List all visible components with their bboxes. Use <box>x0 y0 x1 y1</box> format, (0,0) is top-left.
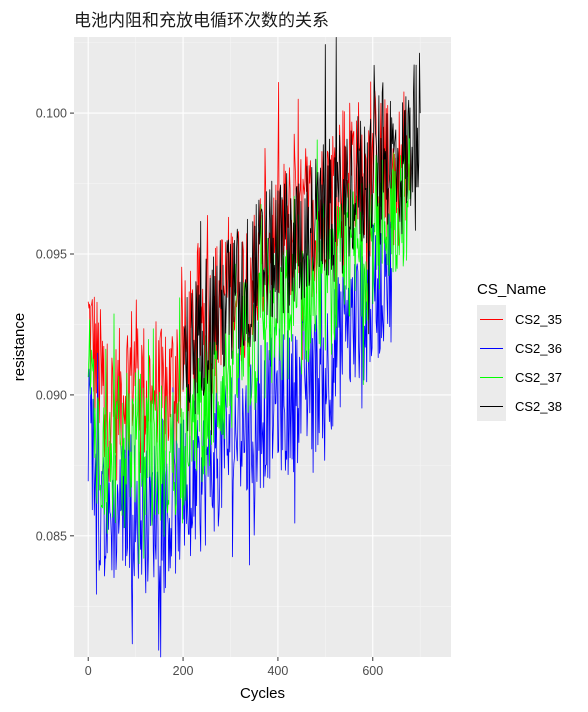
legend-title: CS_Name <box>477 281 546 298</box>
plot-panel <box>74 37 451 657</box>
x-tick-label: 600 <box>362 664 383 678</box>
legend-label: CS2_38 <box>515 399 562 414</box>
series-lines <box>87 37 421 658</box>
legend: CS_Name CS2_35 CS2_36 CS2_37 CS2_38 <box>477 281 562 421</box>
x-axis-title: Cycles <box>240 685 285 702</box>
x-tick-label: 200 <box>173 664 194 678</box>
legend-label: CS2_37 <box>515 370 562 385</box>
legend-label: CS2_35 <box>515 312 562 327</box>
y-axis-title: resistance <box>11 313 28 381</box>
x-tick-label: 400 <box>267 664 288 678</box>
y-tick-label: 0.085 <box>36 529 67 543</box>
series-line-cs2-38 <box>182 37 421 436</box>
y-tick-label: 0.100 <box>36 107 67 121</box>
chart-title: 电池内阻和充放电循环次数的关系 <box>74 11 329 31</box>
y-axis: 0.085 0.090 0.095 0.100 <box>36 107 74 543</box>
y-tick-label: 0.090 <box>36 388 67 402</box>
x-axis: 0 200 400 600 <box>85 657 383 678</box>
y-tick-label: 0.095 <box>36 248 67 262</box>
x-tick-label: 0 <box>85 664 92 678</box>
legend-items: CS2_35 CS2_36 CS2_37 CS2_38 <box>477 305 562 421</box>
legend-label: CS2_36 <box>515 341 562 356</box>
